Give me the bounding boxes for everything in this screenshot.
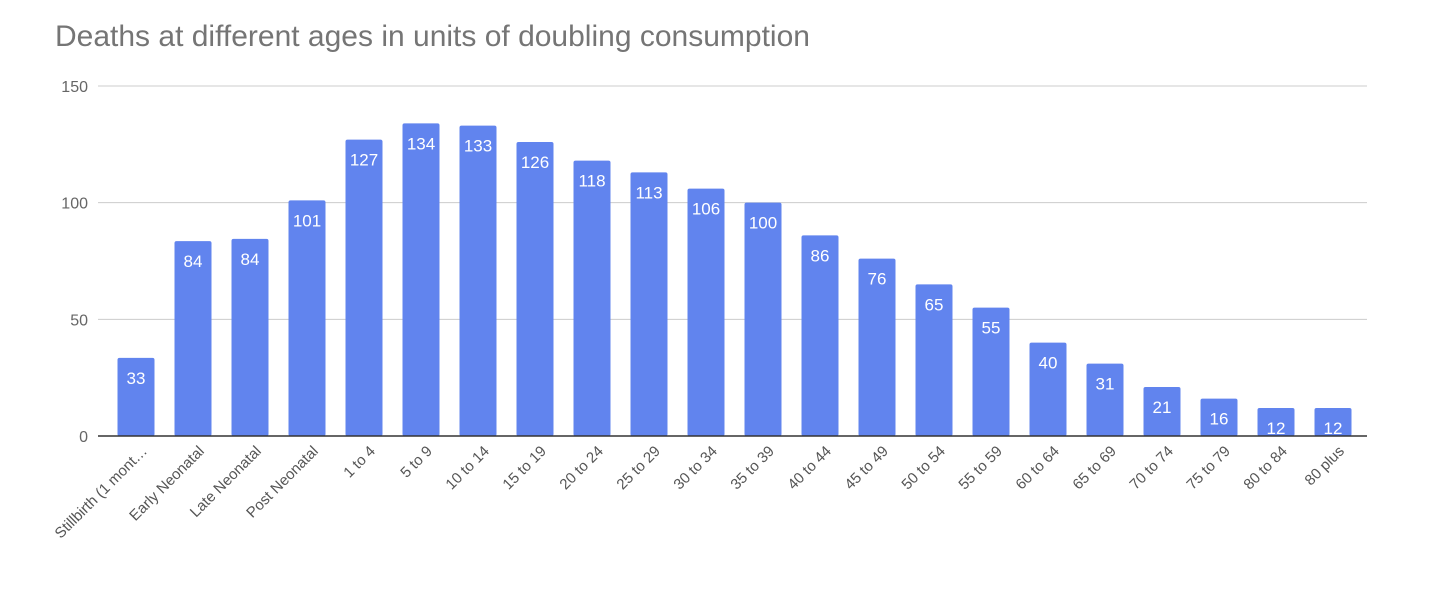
- data-label: 133: [464, 137, 492, 156]
- bar: [915, 284, 953, 436]
- x-tick-label: 35 to 39: [727, 443, 777, 493]
- bar: [516, 142, 554, 436]
- x-tick-label: 15 to 19: [499, 443, 549, 493]
- bar: [174, 241, 212, 436]
- x-tick-label: 5 to 9: [397, 443, 436, 482]
- x-tick-label: 25 to 29: [613, 443, 663, 493]
- bar: [345, 139, 383, 436]
- data-label: 100: [749, 214, 777, 233]
- bar: [1200, 398, 1238, 436]
- bar: [1029, 342, 1067, 436]
- x-tick-label: 80 to 84: [1240, 443, 1290, 493]
- x-tick-label: 80 plus: [1302, 443, 1348, 489]
- data-label: 33: [127, 369, 146, 388]
- x-tick-label: 1 to 4: [340, 443, 379, 482]
- y-tick-label: 50: [70, 312, 88, 329]
- data-label: 118: [578, 172, 605, 191]
- bar: [801, 235, 839, 436]
- data-label: 21: [1153, 398, 1172, 417]
- data-labels: 33 84 84 101 127 134 133 126 118 113 106 100 86 76 65 5…: [127, 134, 1343, 438]
- data-label: 12: [1267, 419, 1286, 438]
- bar: [972, 307, 1010, 436]
- bar: [231, 238, 269, 436]
- data-label: 101: [293, 211, 321, 230]
- data-label: 126: [521, 153, 549, 172]
- x-tick-label: 50 to 54: [898, 443, 948, 493]
- y-axis-ticks: 0 50 100 150: [61, 79, 88, 446]
- data-label: 55: [982, 319, 1001, 338]
- data-label: 84: [241, 250, 260, 269]
- gridlines: [98, 85, 1367, 320]
- x-tick-label: 60 to 64: [1012, 443, 1062, 493]
- data-label: 134: [407, 134, 435, 153]
- x-tick-label: 45 to 49: [841, 443, 891, 493]
- data-label: 127: [350, 151, 378, 170]
- bar: [1257, 408, 1295, 436]
- bars: [117, 123, 1352, 437]
- data-label: 76: [868, 270, 887, 289]
- y-tick-label: 0: [79, 429, 88, 446]
- x-tick-label: 30 to 34: [670, 443, 720, 493]
- bar: [1143, 387, 1181, 436]
- data-label: 40: [1039, 354, 1058, 373]
- x-tick-label: Stillbirth (1 mont…: [52, 443, 151, 542]
- bar: [288, 200, 326, 436]
- bar: [1086, 363, 1124, 436]
- x-tick-label: 10 to 14: [442, 443, 492, 493]
- bar: [402, 123, 440, 436]
- x-tick-label: 55 to 59: [955, 443, 1005, 493]
- x-tick-label: 65 to 69: [1069, 443, 1119, 493]
- data-label: 86: [811, 246, 830, 265]
- y-tick-label: 150: [61, 79, 88, 96]
- data-label: 106: [692, 200, 720, 219]
- x-tick-label: 40 to 44: [784, 443, 834, 493]
- bar: [573, 160, 611, 436]
- bar: [1314, 408, 1352, 436]
- bar: [459, 125, 497, 437]
- bar: [630, 172, 668, 437]
- bar: [117, 357, 155, 436]
- bar: [744, 202, 782, 436]
- data-label: 31: [1096, 375, 1115, 394]
- x-tick-label: 75 to 79: [1183, 443, 1233, 493]
- chart-title: Deaths at different ages in units of dou…: [55, 20, 810, 53]
- data-label: 65: [925, 295, 944, 314]
- data-label: 16: [1210, 410, 1229, 429]
- data-label: 12: [1324, 419, 1343, 438]
- x-tick-label: 20 to 24: [556, 443, 606, 493]
- bar: [687, 188, 725, 436]
- data-label: 113: [635, 183, 662, 202]
- y-tick-label: 100: [61, 196, 88, 213]
- data-label: 84: [184, 252, 203, 271]
- bar: [858, 258, 896, 436]
- x-tick-label: 70 to 74: [1126, 443, 1176, 493]
